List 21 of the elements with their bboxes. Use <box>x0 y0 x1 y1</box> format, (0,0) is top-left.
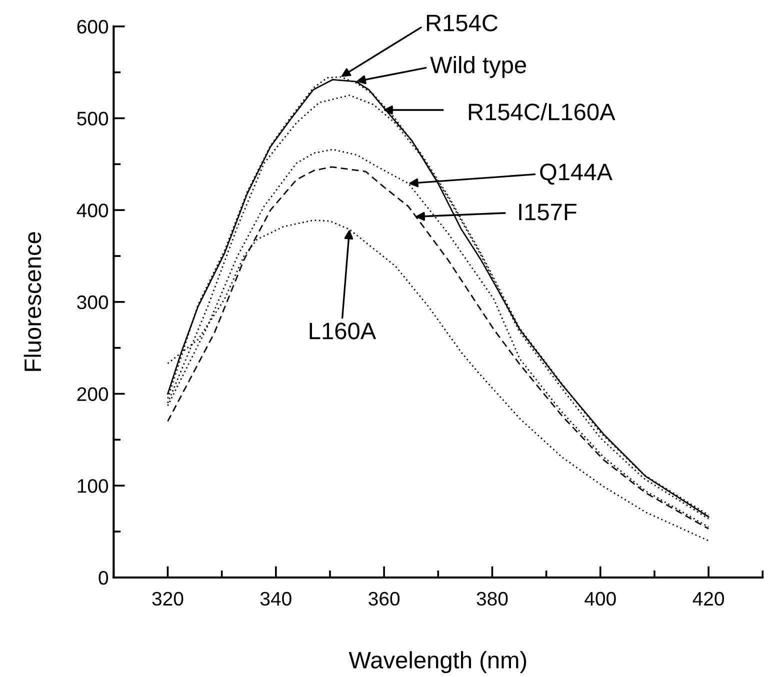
x-tick-label: 360 <box>368 592 400 606</box>
y-tick-label: 600 <box>77 20 108 34</box>
annotation: Q144A <box>540 164 612 185</box>
y-tick-label: 100 <box>78 479 108 493</box>
x-tick-label: 420 <box>692 592 724 606</box>
annotation: I157F <box>519 204 576 220</box>
x-tick-label: 380 <box>476 592 508 606</box>
y-tick-label: 500 <box>77 112 108 126</box>
annotation: R154C <box>426 14 498 32</box>
y-axis-title: Fluorescence <box>24 232 42 371</box>
y-tick-label: 200 <box>77 387 108 402</box>
annotation: L160A <box>310 322 376 340</box>
x-axis-title: Wavelength (nm) <box>348 651 526 674</box>
x-tick-label: 340 <box>260 592 292 606</box>
x-tick-label: 320 <box>152 592 184 606</box>
x-tick-label: 400 <box>584 592 616 606</box>
y-tick-label: 300 <box>77 295 108 310</box>
y-tick-label: 0 <box>98 570 108 585</box>
annotation: R154C/L160A <box>468 102 616 120</box>
annotation: Wild type <box>430 56 526 78</box>
y-tick-label: 400 <box>76 204 108 218</box>
